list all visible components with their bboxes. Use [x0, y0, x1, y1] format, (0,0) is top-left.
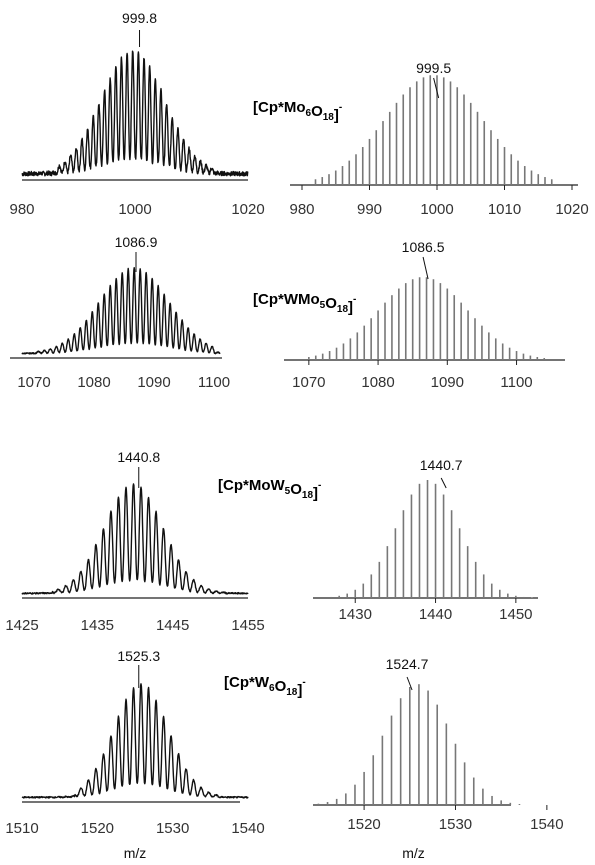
- x-tick-label: 1510: [5, 820, 38, 837]
- x-tick-label: 1530: [439, 816, 472, 833]
- x-axis-title: m/z: [402, 845, 425, 861]
- compound-formula-label: [Cp*MoW5O18]-: [218, 477, 321, 502]
- x-tick-label: 1100: [198, 374, 230, 391]
- x-tick-label: 1000: [420, 201, 453, 218]
- chart-panel-4: 1070 1080 1090 1100 1086.5: [284, 239, 565, 391]
- spectrum-trace: [22, 484, 248, 594]
- formula-part: O: [325, 295, 337, 312]
- x-tick-label: 1020: [231, 201, 264, 218]
- spectrum-trace: [22, 51, 248, 176]
- x-tick-label: 1070: [17, 374, 50, 391]
- peak-label: 1440.8: [117, 449, 160, 465]
- formula-part: [Cp*WMo: [253, 291, 320, 308]
- spectrum-trace: [22, 268, 220, 354]
- spectrum-trace: [22, 684, 248, 798]
- x-tick-label: 980: [289, 201, 314, 218]
- x-axis-title: m/z: [124, 845, 147, 861]
- x-tick-label: 1020: [555, 201, 588, 218]
- chart-panel-1: 980 1000 1020 999.8: [9, 10, 264, 218]
- x-tick-label: 1080: [77, 374, 110, 391]
- x-tick-label: 1430: [339, 606, 372, 623]
- x-tick-label: 1090: [137, 374, 170, 391]
- x-tick-label: 980: [9, 201, 34, 218]
- formula-part: -: [302, 677, 305, 688]
- x-tick-label: 1100: [500, 374, 532, 391]
- formula-part: [Cp*Mo: [253, 99, 306, 116]
- formula-part: 18: [337, 304, 349, 315]
- compound-formula-label: [Cp*WMo5O18]-: [253, 291, 356, 316]
- x-tick-label: 1445: [156, 617, 189, 634]
- x-tick-label: 1000: [118, 201, 151, 218]
- compound-formula-label: [Cp*Mo6O18]-: [253, 99, 342, 124]
- x-tick-label: 1520: [81, 820, 114, 837]
- x-tick-label: 1440: [419, 606, 452, 623]
- x-tick-label: 1530: [156, 820, 189, 837]
- formula-part: 18: [323, 112, 335, 123]
- x-tick-label: 1540: [530, 816, 563, 833]
- formula-part: -: [339, 102, 342, 113]
- peak-label: 1440.7: [420, 457, 463, 473]
- chart-panel-8: 1520 1530 1540 1524.7 m/z: [313, 656, 564, 861]
- peak-label: 1524.7: [386, 656, 429, 672]
- chart-panel-3: 1070 1080 1090 1100 1086.9: [10, 234, 230, 391]
- chart-panel-6: 1430 1440 1450 1440.7: [313, 457, 538, 623]
- x-tick-label: 1010: [488, 201, 521, 218]
- formula-part: -: [318, 480, 321, 491]
- formula-part: O: [311, 103, 323, 120]
- chart-panel-2: 980 990 1000 1010 1020 999.5: [289, 60, 588, 218]
- x-tick-label: 1070: [292, 374, 325, 391]
- formula-part: 18: [286, 687, 298, 698]
- formula-part: O: [290, 481, 302, 498]
- peak-label: 1525.3: [117, 648, 160, 664]
- x-tick-label: 1455: [231, 617, 264, 634]
- peak-label: 1086.5: [402, 239, 445, 255]
- x-tick-label: 1540: [231, 820, 264, 837]
- x-tick-label: 990: [357, 201, 382, 218]
- formula-part: -: [353, 294, 356, 305]
- peak-callout-line: [434, 78, 439, 98]
- x-tick-label: 1090: [431, 374, 464, 391]
- peak-label: 1086.9: [115, 234, 158, 250]
- compound-formula-label: [Cp*W6O18]-: [224, 674, 306, 699]
- x-tick-label: 1435: [81, 617, 114, 634]
- formula-part: [Cp*W: [224, 674, 270, 691]
- formula-part: 18: [302, 490, 314, 501]
- peak-label: 999.8: [122, 10, 157, 26]
- x-tick-label: 1520: [347, 816, 380, 833]
- x-tick-label: 1080: [361, 374, 394, 391]
- x-tick-label: 1450: [499, 606, 532, 623]
- peak-callout-line: [423, 257, 428, 279]
- formula-part: [Cp*MoW: [218, 477, 285, 494]
- peak-callout-line: [441, 478, 446, 488]
- peak-label: 999.5: [416, 60, 451, 76]
- x-tick-label: 1425: [5, 617, 38, 634]
- formula-part: O: [275, 678, 287, 695]
